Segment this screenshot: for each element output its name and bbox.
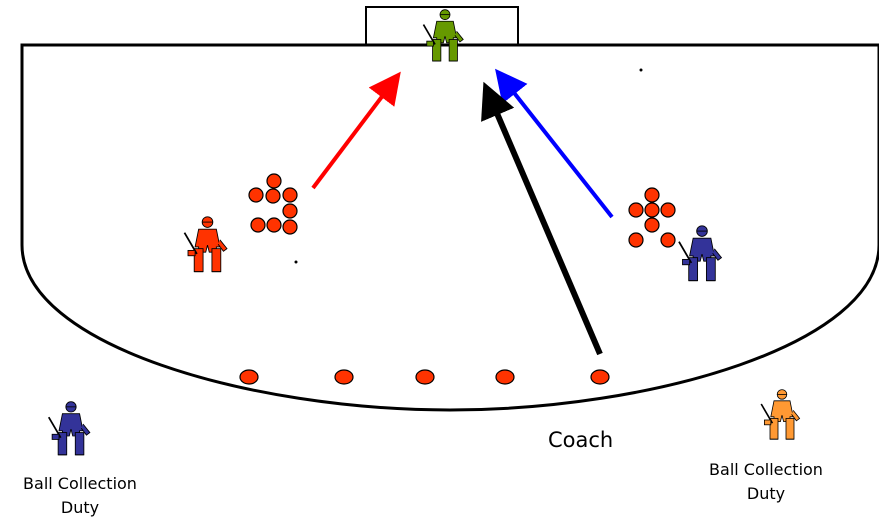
ball xyxy=(628,202,644,218)
goal xyxy=(365,6,519,46)
ball xyxy=(250,217,266,233)
ball xyxy=(282,187,298,203)
ball xyxy=(660,232,676,248)
ball xyxy=(644,187,660,203)
ball xyxy=(248,187,264,203)
hockey-player-icon xyxy=(677,224,723,282)
ball xyxy=(266,217,282,233)
blue-shot-arrow xyxy=(495,68,614,219)
coach-label: Coach xyxy=(548,428,614,452)
hockey-player-icon xyxy=(183,215,229,273)
ball xyxy=(334,369,354,385)
marker-dot xyxy=(294,260,298,264)
ball xyxy=(265,188,281,204)
hockey-player-icon xyxy=(47,400,91,456)
ball xyxy=(239,369,259,385)
ball xyxy=(415,369,435,385)
ball-row xyxy=(239,369,610,385)
ball xyxy=(644,202,660,218)
shooting-circle xyxy=(20,43,879,412)
right-ball-cluster xyxy=(628,187,676,248)
ball xyxy=(644,217,660,233)
red-shot-arrow xyxy=(311,71,401,190)
ball-collection-duty-label-left: Ball Collection Duty xyxy=(23,474,137,517)
left-ball-cluster xyxy=(248,173,298,235)
ball xyxy=(660,202,676,218)
ball xyxy=(282,219,298,235)
ball-collection-duty-label-right: Ball Collection Duty xyxy=(709,460,823,503)
ball xyxy=(266,173,282,189)
hockey-player-icon xyxy=(760,388,801,441)
ball xyxy=(628,232,644,248)
goalkeeper-icon xyxy=(422,8,465,62)
marker-dot xyxy=(639,68,643,72)
ball xyxy=(495,369,515,385)
ball xyxy=(590,369,610,385)
ball xyxy=(282,203,298,219)
coach-pass-arrow xyxy=(481,81,603,356)
